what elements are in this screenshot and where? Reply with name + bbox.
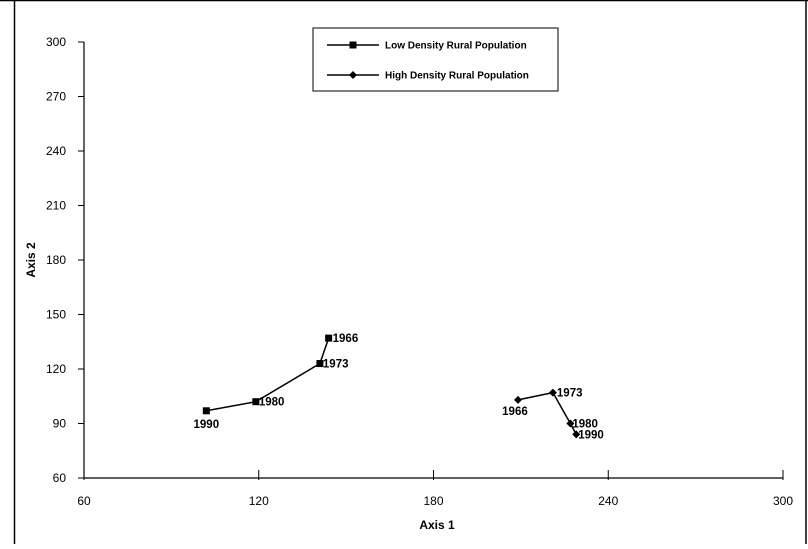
square-point	[325, 334, 333, 342]
legend-label: High Density Rural Population	[385, 71, 529, 82]
point-label-1966: 1966	[502, 406, 528, 418]
x-axis-title: Axis 1	[419, 518, 455, 532]
y-tick-label: 60	[53, 471, 67, 485]
point-label-1980: 1980	[572, 419, 598, 431]
x-tick-label: 180	[423, 494, 443, 508]
point-label-1973: 1973	[557, 388, 583, 400]
series-line	[206, 337, 330, 412]
diamond-point	[572, 430, 581, 439]
x-tick-label: 240	[598, 494, 618, 508]
y-tick-label: 90	[53, 417, 67, 431]
point-label-1990: 1990	[578, 429, 604, 441]
y-tick-label: 270	[46, 90, 66, 104]
y-tick-label: 210	[46, 199, 66, 213]
legend-marker-diamond	[349, 71, 357, 79]
diamond-point	[513, 395, 522, 404]
point-label-1990: 1990	[194, 419, 220, 431]
x-tick-label: 300	[773, 494, 793, 508]
y-tick-label: 120	[46, 362, 66, 376]
axes: 60 90 120 150 180 210 240 270 300 60 120 180 240 300	[46, 35, 793, 508]
x-tick-label: 60	[77, 494, 91, 508]
square-point	[316, 360, 324, 368]
point-label-1980: 1980	[259, 397, 285, 409]
series-1	[202, 334, 333, 415]
legend: Low Density Rural Population High Density…	[312, 27, 559, 92]
point-label-1966: 1966	[333, 333, 359, 345]
x-tick-label: 120	[249, 494, 269, 508]
series-line	[517, 391, 577, 435]
y-tick-label: 150	[46, 308, 66, 322]
diamond-point	[566, 419, 575, 428]
diamond-point	[548, 388, 557, 397]
series-layer	[202, 334, 581, 439]
square-point	[252, 398, 260, 406]
legend-marker-square	[349, 41, 357, 49]
y-tick-label: 300	[46, 35, 66, 49]
y-tick-label: 240	[46, 144, 66, 158]
point-label-1973: 1973	[323, 359, 349, 371]
series-2	[513, 388, 581, 439]
square-point	[202, 407, 210, 415]
y-axis-title: Axis 2	[24, 242, 38, 278]
y-tick-label: 180	[46, 253, 66, 267]
legend-box	[312, 27, 559, 92]
legend-label: Low Density Rural Population	[385, 41, 527, 52]
